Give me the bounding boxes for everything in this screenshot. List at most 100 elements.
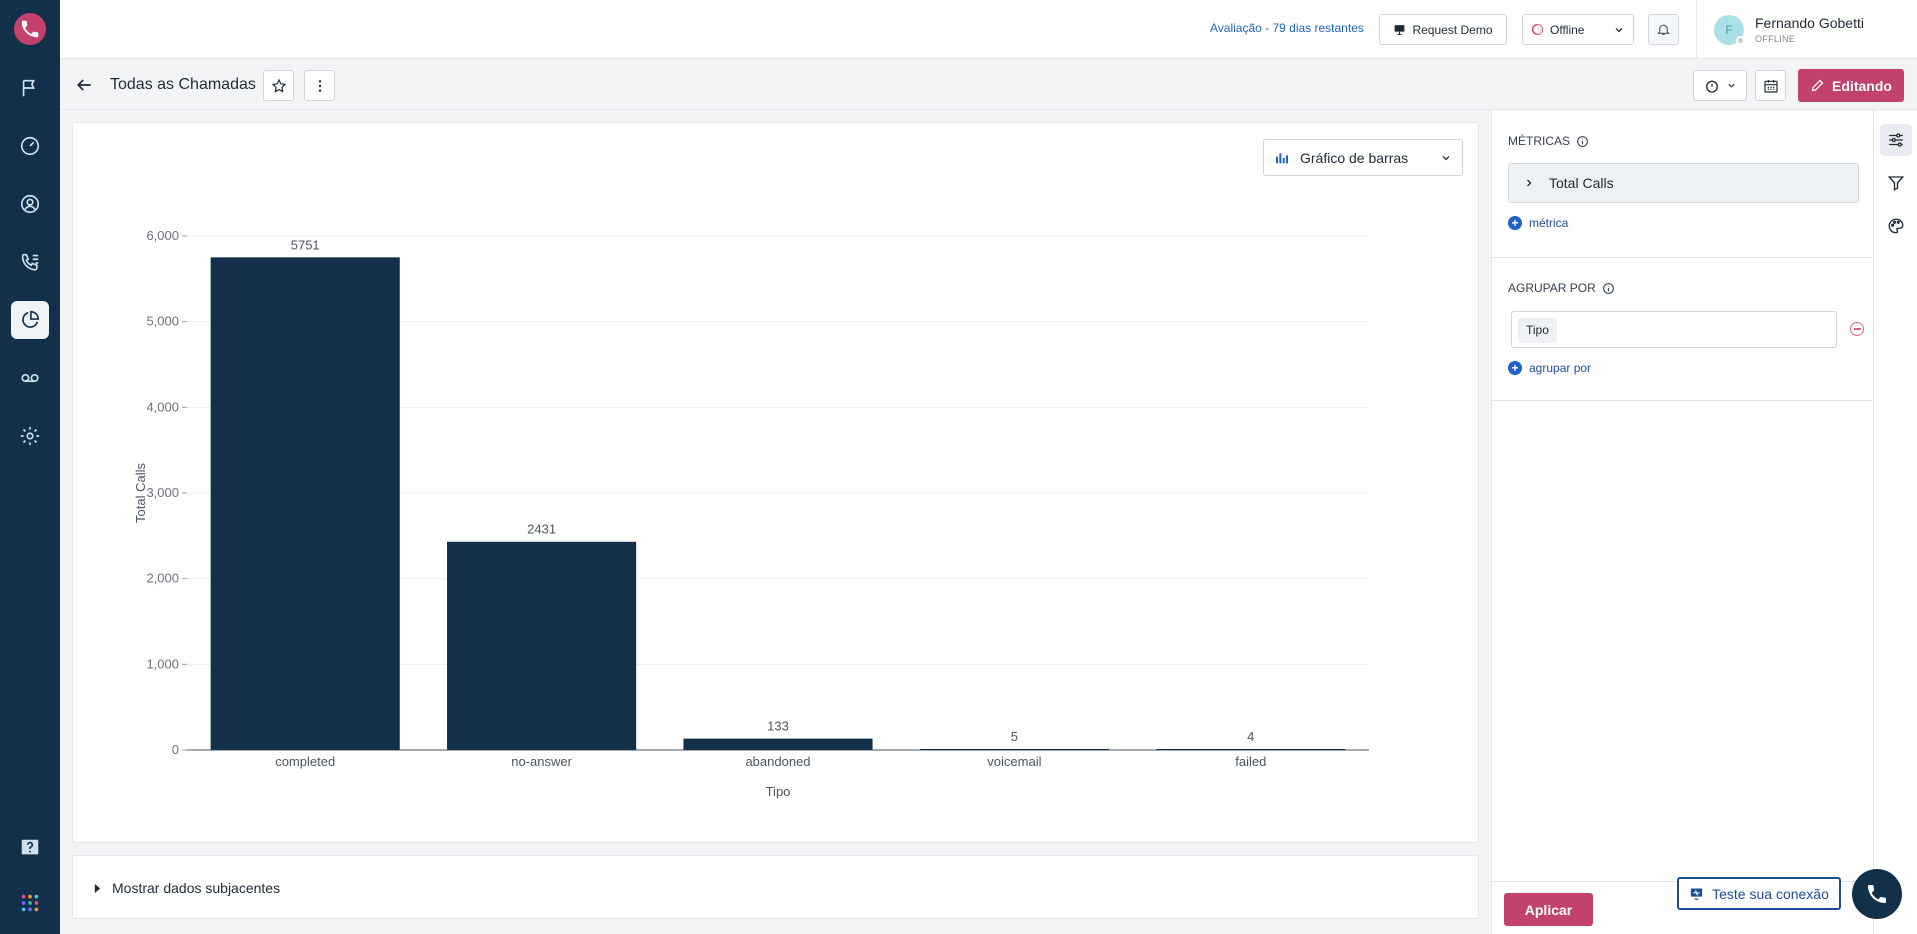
groupby-section-label: AGRUPAR POR xyxy=(1508,281,1615,295)
call-list-icon[interactable] xyxy=(11,243,49,281)
divider xyxy=(1492,257,1874,258)
panel-tabs xyxy=(1873,110,1917,934)
back-arrow-icon[interactable] xyxy=(74,75,94,95)
more-vertical-icon xyxy=(318,79,321,92)
y-tick-label: 4,000 xyxy=(146,399,179,414)
info-icon[interactable] xyxy=(1602,282,1615,295)
favorite-star-button[interactable] xyxy=(263,70,294,101)
editing-button[interactable]: Editando xyxy=(1798,69,1904,102)
y-tick-label: 0 xyxy=(172,742,179,757)
bar-chart-icon xyxy=(1276,152,1288,163)
user-name[interactable]: Fernando Gobetti xyxy=(1755,15,1864,31)
presence-dot xyxy=(1736,36,1745,45)
divider xyxy=(1696,0,1697,59)
request-demo-label: Request Demo xyxy=(1412,22,1493,37)
show-underlying-data-toggle[interactable]: Mostrar dados subjacentes xyxy=(93,880,280,896)
y-tick-label: 2,000 xyxy=(146,571,179,586)
caret-right-icon xyxy=(94,883,101,893)
gauge-icon[interactable] xyxy=(11,127,49,165)
x-tick-label: abandoned xyxy=(745,754,810,769)
groupby-label: AGRUPAR POR xyxy=(1508,281,1596,295)
y-axis-title: Total Calls xyxy=(133,463,148,523)
plus-circle-icon: + xyxy=(1508,361,1522,375)
divider xyxy=(1492,400,1874,401)
timezone-select[interactable] xyxy=(1693,70,1747,101)
bar-failed xyxy=(1156,749,1346,750)
bar-no-answer xyxy=(447,541,637,750)
bar-abandoned xyxy=(683,738,873,750)
y-tick-label: 3,000 xyxy=(146,485,179,500)
offline-status-icon xyxy=(1531,23,1544,36)
presence-value: Offline xyxy=(1550,22,1585,37)
app-logo-phone-icon[interactable] xyxy=(14,13,46,45)
add-metric-link[interactable]: + métrica xyxy=(1508,216,1568,230)
underlying-data-card: Mostrar dados subjacentes xyxy=(72,855,1479,919)
filter-icon[interactable] xyxy=(1880,167,1912,199)
plus-circle-icon: + xyxy=(1508,216,1522,230)
data-label: 5751 xyxy=(291,237,320,252)
sliders-icon[interactable] xyxy=(1880,124,1912,156)
x-tick-label: no-answer xyxy=(511,754,572,769)
reports-icon[interactable] xyxy=(11,301,49,339)
title-bar: Todas as Chamadas Editando xyxy=(60,60,1917,110)
connection-test-icon xyxy=(1691,888,1703,900)
groupby-field[interactable]: Tipo xyxy=(1511,311,1837,348)
info-icon[interactable] xyxy=(1576,135,1589,148)
chevron-down-icon xyxy=(1615,27,1623,32)
data-label: 4 xyxy=(1247,729,1254,744)
voicemail-icon[interactable] xyxy=(11,359,49,397)
add-metric-label: métrica xyxy=(1529,216,1569,230)
phone-dialer-icon[interactable] xyxy=(1852,869,1902,919)
chevron-right-icon xyxy=(1527,179,1532,187)
bar-chart: 0 1,000 2,000 3,000 4,000 5,000 6,000 5751 compl… xyxy=(133,228,1369,799)
apply-button[interactable]: Aplicar xyxy=(1504,893,1593,926)
x-tick-label: failed xyxy=(1235,754,1266,769)
user-status: OFFLINE xyxy=(1755,34,1796,44)
groupby-chip[interactable]: Tipo xyxy=(1518,318,1557,343)
y-tick-label: 1,000 xyxy=(146,656,179,671)
data-label: 5 xyxy=(1011,729,1018,744)
show-underlying-data-label: Mostrar dados subjacentes xyxy=(112,880,281,896)
add-groupby-label: agrupar por xyxy=(1529,361,1592,375)
contacts-icon[interactable] xyxy=(11,185,49,223)
apps-grid-icon[interactable] xyxy=(11,884,49,922)
flag-icon[interactable] xyxy=(11,69,49,107)
remove-groupby-icon[interactable] xyxy=(1850,322,1864,336)
settings-icon[interactable] xyxy=(11,417,49,455)
date-range-button[interactable] xyxy=(1755,70,1786,101)
y-tick-label: 5,000 xyxy=(146,314,179,329)
metrics-label: MÉTRICAS xyxy=(1508,134,1571,148)
metrics-section-label: MÉTRICAS xyxy=(1508,134,1589,148)
editing-label: Editando xyxy=(1832,77,1892,94)
metric-name: Total Calls xyxy=(1549,175,1614,191)
data-label: 133 xyxy=(767,719,789,734)
x-axis-title: Tipo xyxy=(766,784,791,799)
calendar-icon xyxy=(1763,79,1778,93)
more-options-button[interactable] xyxy=(304,70,335,101)
chevron-down-icon xyxy=(1727,83,1735,88)
bar-completed xyxy=(210,257,400,750)
request-demo-button[interactable]: Request Demo xyxy=(1379,14,1507,45)
chevron-down-icon xyxy=(1442,155,1450,160)
palette-icon[interactable] xyxy=(1880,210,1912,242)
x-tick-label: voicemail xyxy=(987,754,1041,769)
test-connection-button[interactable]: Teste sua conexão xyxy=(1677,877,1841,910)
test-connection-label: Teste sua conexão xyxy=(1712,885,1829,902)
y-tick-label: 6,000 xyxy=(146,228,179,243)
timer-icon xyxy=(1705,80,1718,93)
bar-voicemail xyxy=(919,749,1109,750)
presence-select[interactable]: Offline xyxy=(1522,14,1634,45)
left-rail xyxy=(0,0,60,934)
trial-link[interactable]: Avaliação - 79 dias restantes xyxy=(1210,21,1364,35)
page-title: Todas as Chamadas xyxy=(110,76,256,93)
chart-type-select[interactable]: Gráfico de barras xyxy=(1263,139,1463,176)
presentation-icon xyxy=(1395,25,1405,35)
add-groupby-link[interactable]: + agrupar por xyxy=(1508,361,1591,375)
metric-item[interactable]: Total Calls xyxy=(1508,163,1859,203)
chart-card: Gráfico de barras 0 1,000 2,000 3,000 4,000 5… xyxy=(72,122,1479,843)
help-icon[interactable] xyxy=(11,829,49,867)
config-panel: MÉTRICAS Total Calls + métrica AGRUPAR P… xyxy=(1491,110,1874,934)
x-tick-label: completed xyxy=(275,754,335,769)
data-label: 2431 xyxy=(527,522,556,537)
notifications-bell-icon[interactable] xyxy=(1648,14,1679,45)
